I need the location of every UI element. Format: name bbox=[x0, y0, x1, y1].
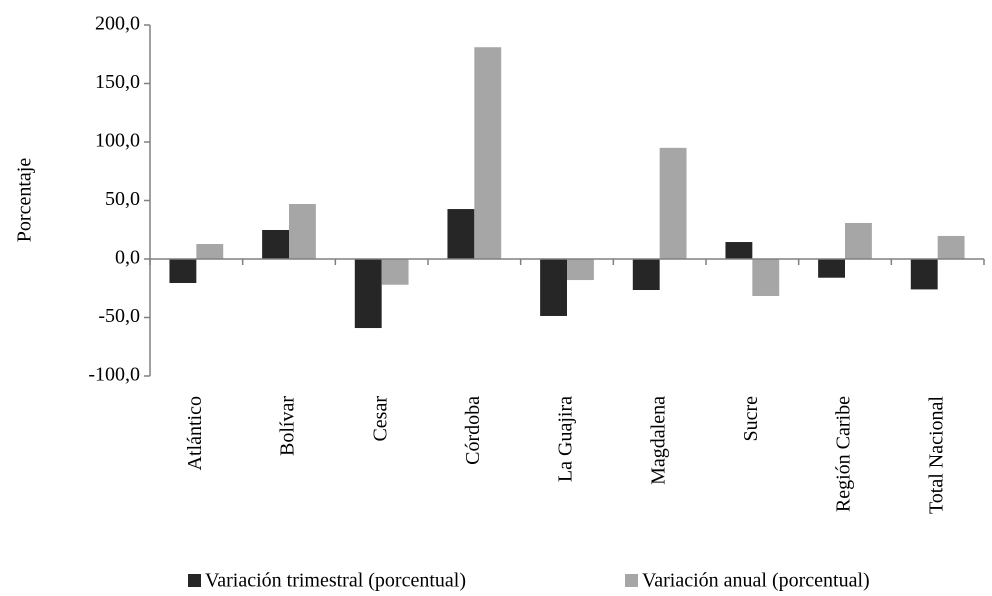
x-tick-label: Sucre bbox=[740, 396, 762, 442]
x-tick-label: Atlántico bbox=[184, 396, 206, 470]
bar bbox=[659, 147, 687, 259]
legend-label: Variación anual (porcentual) bbox=[642, 570, 870, 592]
bar bbox=[540, 259, 567, 316]
x-tick-label: La Guajira bbox=[555, 396, 577, 482]
bar bbox=[381, 259, 409, 285]
bar bbox=[196, 244, 224, 259]
bar bbox=[725, 242, 753, 259]
bar bbox=[262, 229, 289, 259]
x-tick-label: Magdalena bbox=[647, 396, 669, 485]
x-tick-label: Total Nacional bbox=[925, 396, 947, 514]
x-tick-label: Cesar bbox=[369, 396, 391, 442]
y-tick-label: 0,0 bbox=[115, 247, 140, 269]
bar bbox=[447, 209, 475, 259]
bar bbox=[354, 259, 382, 329]
bar bbox=[567, 259, 594, 281]
legend-swatch bbox=[188, 574, 201, 587]
legend-swatch bbox=[625, 574, 638, 587]
bar bbox=[752, 259, 780, 296]
bar bbox=[474, 47, 502, 260]
bar bbox=[910, 259, 938, 290]
bar bbox=[289, 204, 316, 259]
y-axis-label: Porcentaje bbox=[14, 158, 36, 243]
bar bbox=[845, 222, 872, 259]
x-tick-label: Córdoba bbox=[462, 396, 484, 465]
legend-label: Variación trimestral (porcentual) bbox=[205, 570, 466, 592]
y-tick-label: -50,0 bbox=[98, 305, 140, 327]
y-tick-label: 100,0 bbox=[95, 130, 140, 152]
bar bbox=[937, 235, 965, 259]
x-tick-label: Región Caribe bbox=[833, 396, 855, 512]
x-tick-label: Bolívar bbox=[277, 396, 299, 456]
y-tick-label: 150,0 bbox=[95, 71, 140, 93]
y-tick-label: 50,0 bbox=[105, 188, 140, 210]
y-tick-label: 200,0 bbox=[95, 13, 140, 35]
y-tick-label: -100,0 bbox=[88, 364, 140, 386]
bar bbox=[818, 259, 845, 278]
bar bbox=[632, 259, 660, 291]
bar bbox=[169, 259, 197, 283]
